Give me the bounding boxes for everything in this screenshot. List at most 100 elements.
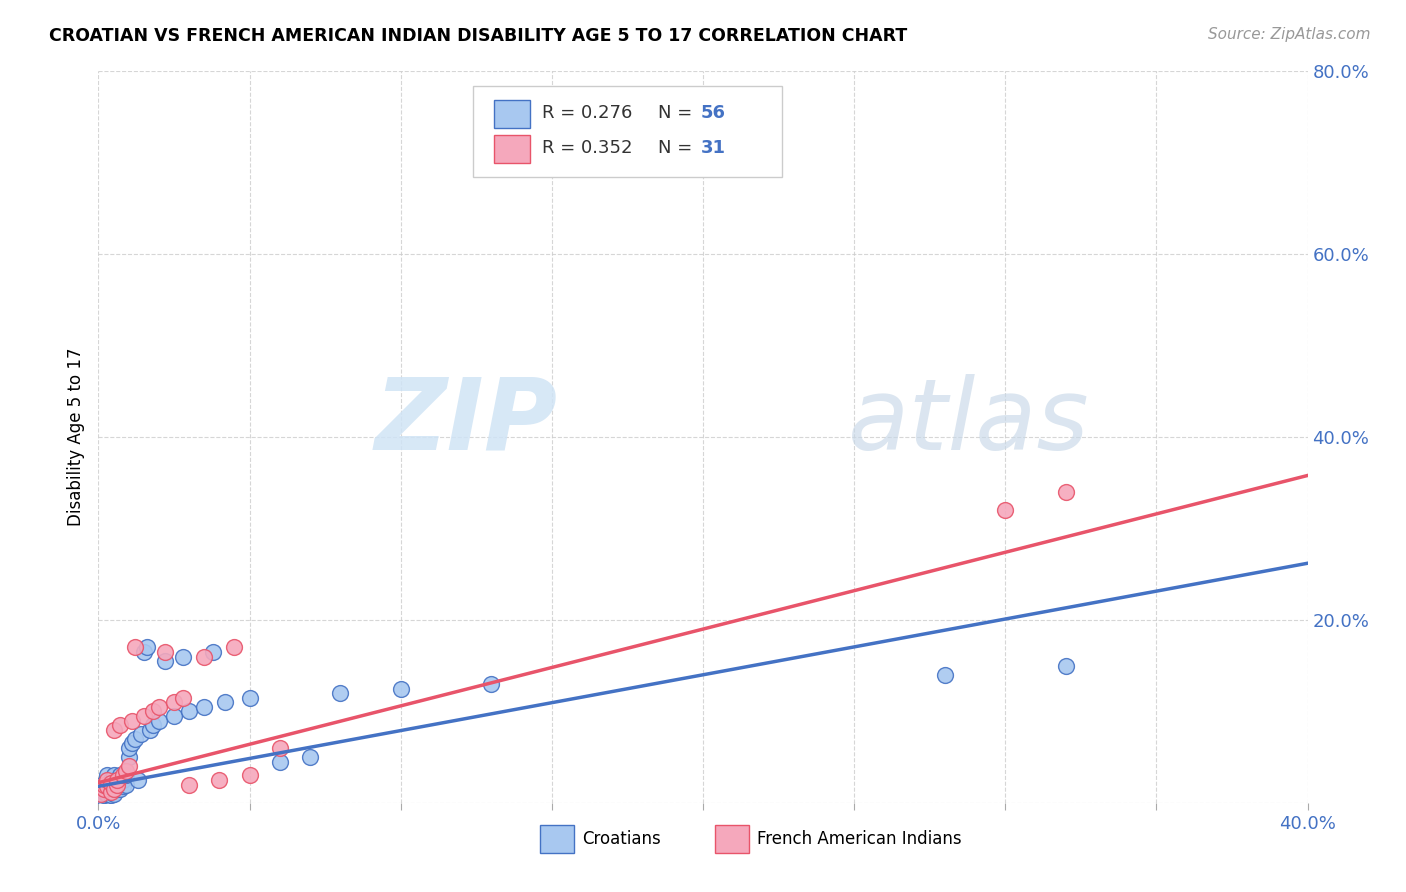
Point <box>93 789 115 803</box>
Text: 31: 31 <box>700 139 725 157</box>
Point <box>103 787 125 801</box>
Text: French American Indians: French American Indians <box>758 830 962 848</box>
FancyBboxPatch shape <box>716 825 749 853</box>
Point <box>299 750 322 764</box>
Point <box>111 780 134 794</box>
Point <box>93 791 115 805</box>
Point <box>132 709 155 723</box>
FancyBboxPatch shape <box>540 825 574 853</box>
Point <box>389 681 412 696</box>
Point <box>994 503 1017 517</box>
Point <box>100 775 122 789</box>
Text: 56: 56 <box>700 104 725 122</box>
Point <box>153 654 176 668</box>
Point <box>153 645 176 659</box>
Point <box>100 772 122 787</box>
FancyBboxPatch shape <box>494 100 530 128</box>
Y-axis label: Disability Age 5 to 17: Disability Age 5 to 17 <box>66 348 84 526</box>
Point <box>202 645 225 659</box>
Point <box>121 736 143 750</box>
Point <box>135 640 157 655</box>
Text: Croatians: Croatians <box>582 830 661 848</box>
Point <box>269 755 291 769</box>
Text: N =: N = <box>658 139 693 157</box>
Point <box>96 782 118 797</box>
Point <box>127 772 149 787</box>
Point <box>100 785 122 799</box>
Text: N =: N = <box>658 104 693 122</box>
Point <box>129 727 152 741</box>
Point <box>96 787 118 801</box>
Point <box>329 686 352 700</box>
Point <box>103 782 125 797</box>
Point <box>208 772 231 787</box>
Point <box>269 740 291 755</box>
Text: Source: ZipAtlas.com: Source: ZipAtlas.com <box>1208 27 1371 42</box>
Point <box>118 740 141 755</box>
Point <box>193 649 215 664</box>
Point <box>142 705 165 719</box>
Point <box>172 690 194 705</box>
Point <box>163 695 186 709</box>
Point <box>239 768 262 782</box>
Point <box>111 768 134 782</box>
Point <box>179 778 201 792</box>
Point <box>179 705 201 719</box>
FancyBboxPatch shape <box>474 86 782 178</box>
Point <box>108 778 131 792</box>
Point <box>163 709 186 723</box>
Point <box>93 785 115 799</box>
Point <box>90 782 112 797</box>
Point <box>1054 485 1077 500</box>
Text: R = 0.276: R = 0.276 <box>543 104 633 122</box>
Point <box>90 787 112 801</box>
Point <box>100 789 122 803</box>
Point <box>108 782 131 797</box>
Point <box>118 750 141 764</box>
Text: R = 0.352: R = 0.352 <box>543 139 633 157</box>
Point <box>100 785 122 799</box>
Point <box>114 768 136 782</box>
Point <box>90 778 112 792</box>
Point <box>96 772 118 787</box>
Point <box>103 723 125 737</box>
Point <box>93 782 115 797</box>
Point <box>108 768 131 782</box>
Point <box>124 640 146 655</box>
Point <box>148 699 170 714</box>
Point <box>108 718 131 732</box>
Point <box>214 695 236 709</box>
Point <box>139 723 162 737</box>
Point <box>105 772 128 787</box>
Point <box>103 782 125 797</box>
Point <box>142 718 165 732</box>
Point <box>118 759 141 773</box>
Point <box>121 714 143 728</box>
FancyBboxPatch shape <box>494 135 530 163</box>
Point <box>193 699 215 714</box>
Point <box>934 667 956 681</box>
Point <box>481 677 503 691</box>
Text: CROATIAN VS FRENCH AMERICAN INDIAN DISABILITY AGE 5 TO 17 CORRELATION CHART: CROATIAN VS FRENCH AMERICAN INDIAN DISAB… <box>49 27 907 45</box>
Point <box>224 640 246 655</box>
Point <box>105 782 128 797</box>
Text: ZIP: ZIP <box>375 374 558 471</box>
Point <box>93 780 115 794</box>
Point <box>103 778 125 792</box>
Point <box>114 764 136 778</box>
Point <box>239 690 262 705</box>
Point <box>132 645 155 659</box>
Text: atlas: atlas <box>848 374 1090 471</box>
Point <box>172 649 194 664</box>
Point <box>96 772 118 787</box>
Point <box>105 772 128 787</box>
Point <box>93 778 115 792</box>
Point <box>100 780 122 794</box>
Point <box>103 768 125 782</box>
Point <box>124 731 146 746</box>
Point <box>105 778 128 792</box>
Point <box>90 787 112 801</box>
Point <box>96 778 118 792</box>
Point <box>114 778 136 792</box>
Point <box>111 772 134 787</box>
